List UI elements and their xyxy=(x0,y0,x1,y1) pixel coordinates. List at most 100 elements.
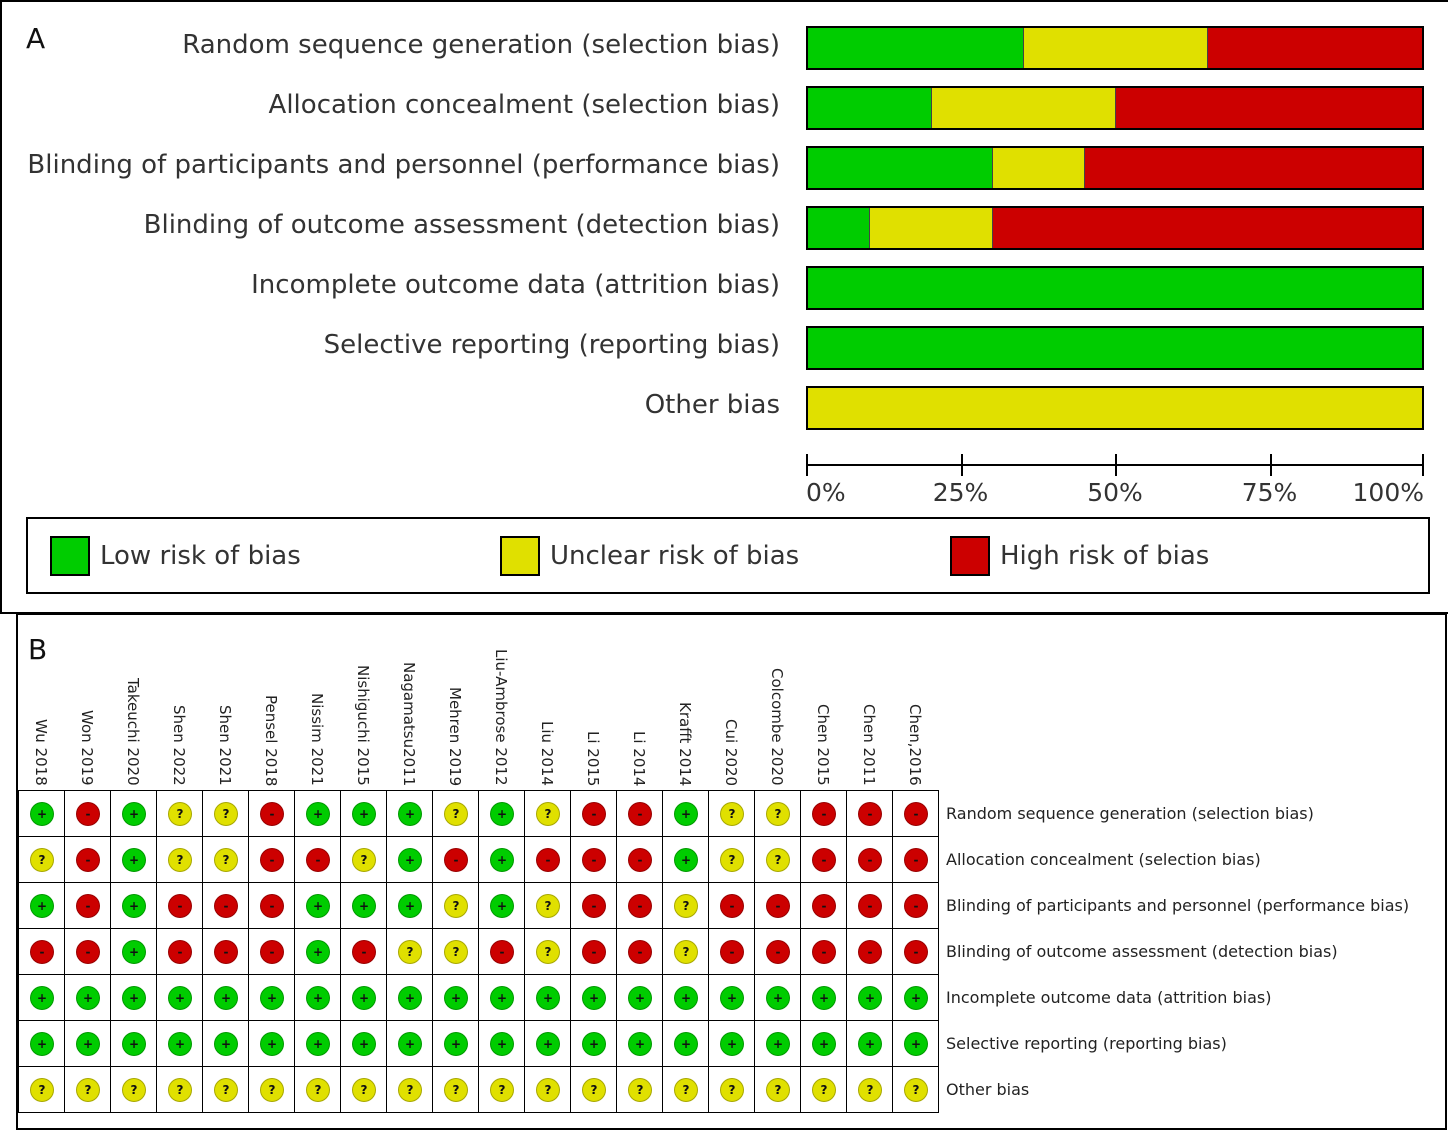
bar-label: Blinding of outcome assessment (detectio… xyxy=(143,210,780,240)
judgement-dot: + xyxy=(674,1032,698,1056)
x-tick xyxy=(1422,454,1424,476)
judgement-dot: + xyxy=(76,1032,100,1056)
grid-cell: ? xyxy=(433,1067,479,1113)
judgement-dot: ? xyxy=(444,940,468,964)
grid-cell: - xyxy=(525,837,571,883)
grid-cell: ? xyxy=(663,1067,709,1113)
judgement-dot: - xyxy=(260,848,284,872)
grid-cell: ? xyxy=(709,837,755,883)
grid-cell: + xyxy=(893,1021,939,1067)
grid-cell: ? xyxy=(709,1067,755,1113)
x-tick-label: 100% xyxy=(1352,478,1424,507)
judgement-dot: ? xyxy=(766,802,790,826)
bar-track xyxy=(806,386,1424,430)
judgement-dot: ? xyxy=(720,1078,744,1102)
grid-cell: + xyxy=(663,791,709,837)
grid-cell: - xyxy=(157,883,203,929)
study-label: Li 2014 xyxy=(630,730,648,786)
grid-cell: ? xyxy=(65,1067,111,1113)
grid-cell: ? xyxy=(755,1067,801,1113)
grid-cell: - xyxy=(847,837,893,883)
legend: Low risk of bias Unclear risk of bias High… xyxy=(26,517,1430,594)
judgement-dot: + xyxy=(398,848,422,872)
study-label: Nishiguchi 2015 xyxy=(354,665,372,786)
grid-cell: ? xyxy=(341,1067,387,1113)
study-label: Nissim 2021 xyxy=(308,693,326,786)
judgement-dot: + xyxy=(904,1032,928,1056)
grid-cell: + xyxy=(111,883,157,929)
grid-cell: + xyxy=(157,1021,203,1067)
bar-segment xyxy=(1207,28,1422,68)
grid-cell: - xyxy=(893,837,939,883)
judgement-dot: - xyxy=(812,802,836,826)
grid-cell: + xyxy=(801,1021,847,1067)
grid-cell: + xyxy=(479,1021,525,1067)
judgement-dot: ? xyxy=(214,848,238,872)
judgement-dot: ? xyxy=(904,1078,928,1102)
grid-cell: + xyxy=(755,1021,801,1067)
grid-cell: ? xyxy=(525,883,571,929)
grid-cell: ? xyxy=(525,791,571,837)
grid-cell: ? xyxy=(571,1067,617,1113)
judgement-dot: ? xyxy=(674,940,698,964)
x-tick xyxy=(806,454,808,476)
judgement-dot: + xyxy=(582,1032,606,1056)
grid-cell: + xyxy=(847,1021,893,1067)
grid-cell: + xyxy=(19,975,65,1021)
grid-cell: - xyxy=(617,837,663,883)
grid-cell: + xyxy=(387,883,433,929)
grid-cell: + xyxy=(479,791,525,837)
judgement-dot: ? xyxy=(168,1078,192,1102)
grid-cell: - xyxy=(65,791,111,837)
judgement-dot: + xyxy=(490,986,514,1010)
bar-track xyxy=(806,26,1424,70)
grid-cell: - xyxy=(479,929,525,975)
judgement-dot: ? xyxy=(444,802,468,826)
judgement-dot: ? xyxy=(168,802,192,826)
bar-track xyxy=(806,86,1424,130)
study-label: Won 2019 xyxy=(78,710,96,786)
grid-cell: + xyxy=(341,975,387,1021)
bar-label: Random sequence generation (selection bi… xyxy=(182,30,780,60)
grid-cell: + xyxy=(65,1021,111,1067)
grid-cell: - xyxy=(755,929,801,975)
judgement-dot: + xyxy=(536,1032,560,1056)
grid-cell: - xyxy=(433,837,479,883)
grid-cell: - xyxy=(295,837,341,883)
judgement-dot: - xyxy=(904,802,928,826)
study-label: Krafft 2014 xyxy=(676,701,694,786)
grid-cell: - xyxy=(65,929,111,975)
judgement-dot: + xyxy=(766,986,790,1010)
grid-cell: + xyxy=(387,1021,433,1067)
grid-cell: + xyxy=(387,837,433,883)
grid-cell: - xyxy=(617,883,663,929)
judgement-dot: ? xyxy=(398,940,422,964)
judgement-dot: + xyxy=(122,802,146,826)
grid-cell: ? xyxy=(663,929,709,975)
grid-cell: ? xyxy=(111,1067,157,1113)
grid-cell: + xyxy=(617,1021,663,1067)
judgement-dot: + xyxy=(122,848,146,872)
judgement-dot: - xyxy=(76,940,100,964)
judgement-dot: - xyxy=(628,894,652,918)
bar-track xyxy=(806,206,1424,250)
grid-cell: - xyxy=(571,929,617,975)
judgement-dot: + xyxy=(122,894,146,918)
judgement-dot: - xyxy=(490,940,514,964)
judgement-dot: ? xyxy=(30,1078,54,1102)
judgement-dot: + xyxy=(766,1032,790,1056)
grid-cell: - xyxy=(203,883,249,929)
grid-cell: ? xyxy=(387,929,433,975)
judgement-dot: + xyxy=(628,1032,652,1056)
bar-segment xyxy=(869,208,993,248)
judgement-dot: - xyxy=(812,940,836,964)
grid-cell: + xyxy=(387,791,433,837)
judgement-dot: + xyxy=(306,1032,330,1056)
grid-cell: + xyxy=(433,975,479,1021)
study-label: Wu 2018 xyxy=(32,719,50,786)
study-label: Colcombe 2020 xyxy=(768,668,786,786)
grid-cell: + xyxy=(571,975,617,1021)
judgement-dot: + xyxy=(306,986,330,1010)
grid-cell: + xyxy=(709,975,755,1021)
grid-cell: - xyxy=(617,929,663,975)
